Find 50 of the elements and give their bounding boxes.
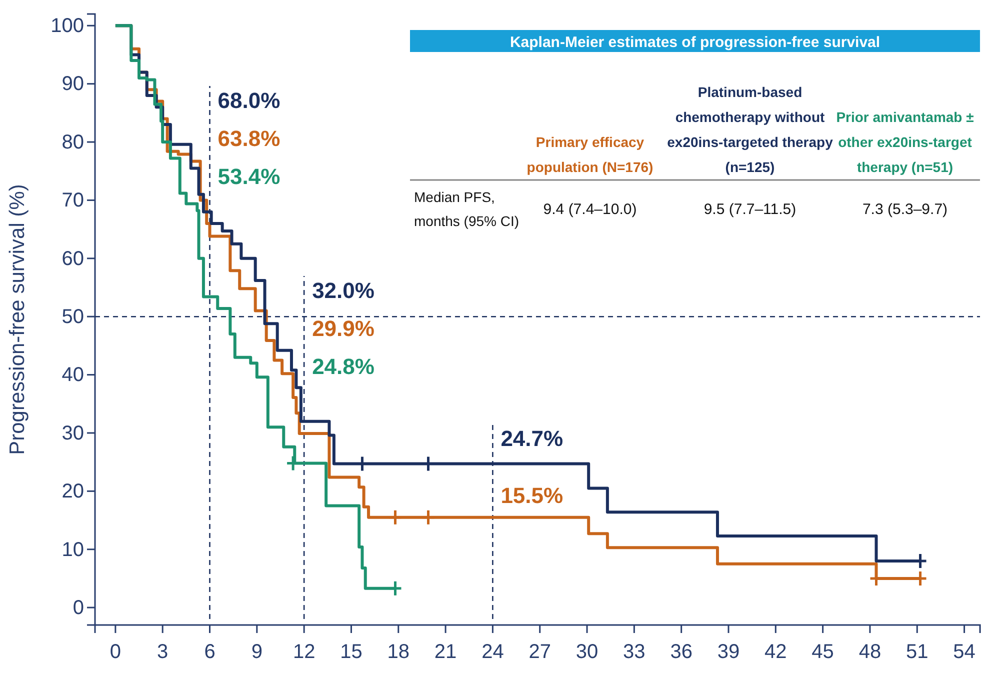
y-tick-label: 60	[62, 248, 84, 270]
annotation: 7.3 (5.3–9.7)	[862, 201, 948, 218]
y-tick-label: 40	[62, 364, 84, 386]
x-tick-label: 24	[482, 641, 504, 663]
annotation: 24.7%	[500, 426, 564, 451]
x-tick-label: 54	[953, 641, 976, 663]
point	[388, 509, 402, 526]
x-tick-label: 39	[717, 641, 740, 663]
annotation: 32.0%	[312, 278, 374, 303]
y-tick-label: 50	[62, 306, 84, 328]
y-tick-label: 100	[50, 15, 84, 38]
x-tick-label: 21	[434, 641, 457, 663]
x-tick-label: 33	[623, 641, 646, 663]
annotation: 24.8%	[312, 354, 374, 379]
y-axis-title: Progression-free survival (%)	[6, 184, 29, 455]
text: Prior amivantamab ± other ex20ins-target therapy (n=51)	[836, 109, 974, 175]
annotation: 53.4%	[218, 164, 280, 189]
annotation: 29.9%	[312, 316, 374, 341]
annotation: 68.0%	[218, 88, 280, 113]
legend-title: Kaplan-Meier estimates of progression-free survival	[510, 34, 880, 51]
annotation: 15.5%	[500, 483, 564, 508]
annotation: 9.5 (7.7–11.5)	[704, 201, 796, 218]
annotation: 63.8%	[218, 126, 280, 151]
x-tick-label: 45	[812, 641, 834, 663]
y-tick-label: 0	[72, 596, 84, 619]
x-tick-label: 0	[110, 641, 121, 663]
x-tick-label: 42	[764, 641, 787, 663]
x-tick-label: 3	[157, 641, 168, 663]
x-tick-label: 27	[528, 641, 551, 663]
y-tick-label: 10	[62, 538, 84, 561]
y-tick-label: 70	[62, 190, 84, 212]
text: Primary efficacy population (N=176)	[526, 134, 654, 175]
y-tick-label: 90	[62, 73, 84, 96]
x-tick-label: 6	[204, 641, 216, 663]
annotation: Median PFS, months (95% CI)	[414, 189, 520, 229]
x-tick-label: 12	[292, 641, 316, 663]
y-tick-label: 80	[62, 131, 84, 154]
y-tick-label: 20	[62, 480, 84, 503]
x-tick-label: 30	[576, 641, 598, 663]
x-tick-label: 9	[251, 641, 262, 663]
x-tick-label: 51	[906, 641, 928, 663]
text: Platinum-based chemotherapy without ex20ins-targeted therapy (n=125)	[667, 84, 834, 175]
y-tick-label: 30	[62, 422, 84, 444]
x-tick-label: 15	[340, 641, 362, 663]
x-tick-label: 18	[387, 641, 410, 663]
point	[388, 580, 402, 597]
x-tick-label: 36	[670, 641, 692, 663]
annotation: 9.4 (7.4–10.0)	[543, 201, 637, 218]
x-tick-label: 48	[858, 641, 882, 663]
point	[421, 509, 436, 526]
